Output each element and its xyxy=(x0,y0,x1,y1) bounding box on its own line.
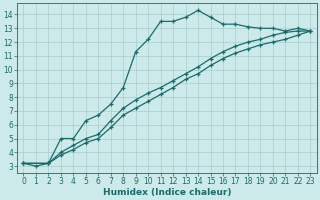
X-axis label: Humidex (Indice chaleur): Humidex (Indice chaleur) xyxy=(103,188,231,197)
